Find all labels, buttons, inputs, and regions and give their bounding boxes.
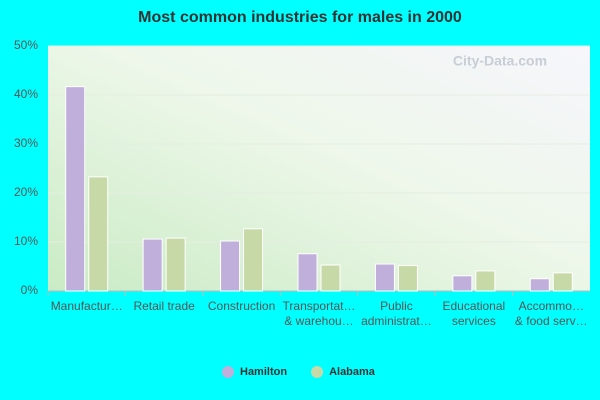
- bar: [142, 238, 163, 292]
- legend-label: Hamilton: [240, 366, 287, 378]
- bar: [475, 270, 496, 292]
- y-tick-label: 30%: [14, 136, 38, 150]
- y-tick-label: 10%: [14, 234, 38, 248]
- x-tick-label: Accommo… & food serv…: [514, 299, 588, 328]
- watermark: City-Data.com: [453, 53, 547, 69]
- bar: [297, 253, 318, 292]
- bar: [452, 275, 473, 292]
- legend-label: Alabama: [329, 366, 376, 378]
- bar: [320, 264, 341, 292]
- legend-marker: [311, 366, 324, 378]
- bar: [165, 237, 186, 292]
- x-tick-label: Educational services: [442, 299, 506, 328]
- plot-area: [48, 46, 590, 291]
- bar: [397, 265, 418, 292]
- bar: [243, 228, 264, 292]
- bar: [552, 272, 573, 292]
- x-tick-label: Transportat… & warehou…: [282, 299, 356, 328]
- bar: [88, 176, 109, 292]
- bar: [65, 86, 86, 292]
- y-tick-label: 20%: [14, 185, 38, 199]
- y-tick-label: 50%: [14, 38, 38, 52]
- x-tick-label: Manufactur…: [50, 299, 123, 313]
- chart-title: Most common industries for males in 2000: [138, 9, 462, 26]
- y-tick-label: 0%: [21, 283, 39, 297]
- bar: [374, 263, 395, 292]
- bar: [220, 240, 241, 292]
- legend-marker: [222, 366, 234, 378]
- bar: [529, 278, 550, 292]
- x-tick-label: Retail trade: [133, 299, 195, 313]
- x-tick-label: Construction: [207, 299, 276, 313]
- y-tick-label: 40%: [14, 87, 38, 101]
- x-tick-label: Public administrat…: [361, 299, 432, 328]
